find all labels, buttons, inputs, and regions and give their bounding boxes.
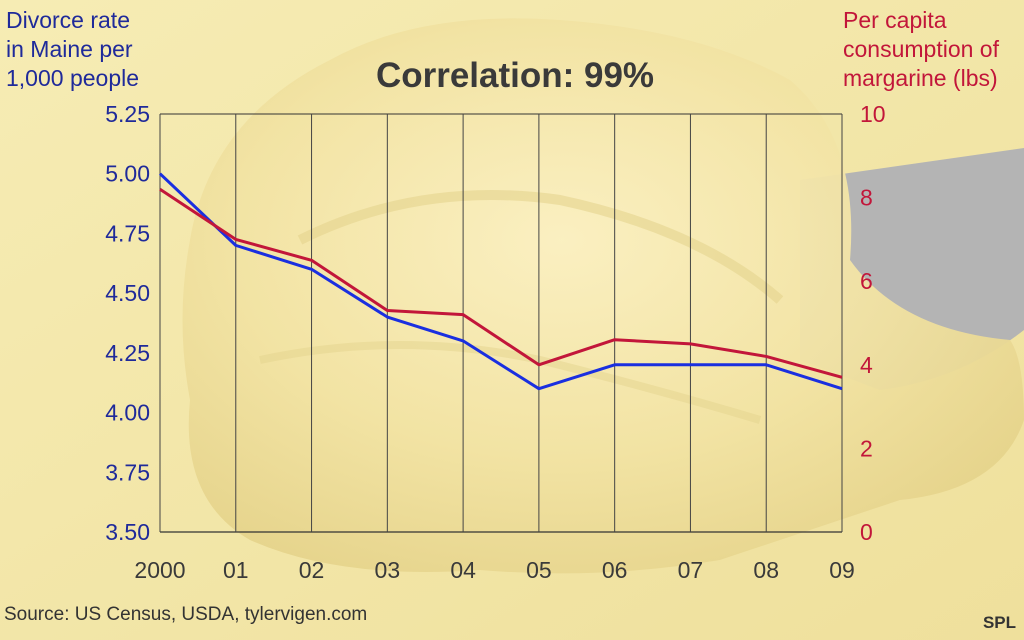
chart-title: Correlation: 99% (376, 56, 654, 95)
divorce-series-line (158, 172, 843, 391)
left-axis-title-line: Divorce rate (6, 7, 130, 33)
margarine-scoop-shape (182, 18, 1024, 574)
right-axis-tick-label: 4 (860, 352, 873, 378)
x-axis-tick-label: 06 (602, 557, 628, 583)
left-axis-title-line: in Maine per (6, 36, 133, 62)
right-axis-title-line: consumption of (843, 36, 1000, 62)
left-axis-tick-label: 3.50 (105, 519, 150, 545)
x-axis-tick-label: 02 (299, 557, 325, 583)
plot-area (158, 113, 843, 533)
source-note: Source: US Census, USDA, tylervigen.com (4, 604, 367, 625)
image-credit: SPL (983, 613, 1016, 632)
margarine-series-line (159, 187, 843, 379)
x-axis-tick-label: 04 (450, 557, 476, 583)
x-axis-tick-label: 01 (223, 557, 249, 583)
left-axis-title-line: 1,000 people (6, 65, 139, 91)
right-axis-title-line: Per capita (843, 7, 947, 33)
margarine-ridge-shape (297, 190, 784, 304)
right-axis-title-line: margarine (lbs) (843, 65, 998, 91)
x-axis-tick-label: 2000 (134, 557, 185, 583)
right-axis-tick-label: 8 (860, 185, 873, 211)
x-axis-tick-label: 08 (753, 557, 779, 583)
left-axis-tick-label: 3.75 (105, 459, 150, 485)
right-axis-tick-label: 2 (860, 435, 873, 461)
left-axis-tick-label: 4.00 (105, 400, 150, 426)
left-axis-tick-label: 4.75 (105, 220, 150, 246)
x-axis-tick-label: 07 (678, 557, 704, 583)
left-axis-tick-label: 5.00 (105, 161, 150, 187)
right-axis-tick-label: 6 (860, 268, 873, 294)
left-axis-tick-label: 4.50 (105, 280, 150, 306)
x-axis-tick-label: 09 (829, 557, 855, 583)
left-axis-tick-label: 4.25 (105, 340, 150, 366)
chart-labels: 5.255.004.754.504.254.003.753.5010864202… (4, 7, 1016, 632)
margarine-ridge-shape (259, 341, 762, 424)
left-axis-tick-label: 5.25 (105, 101, 150, 127)
x-axis-tick-label: 05 (526, 557, 552, 583)
x-axis-tick-label: 03 (375, 557, 401, 583)
right-axis-tick-label: 0 (860, 519, 873, 545)
right-axis-tick-label: 10 (860, 101, 886, 127)
